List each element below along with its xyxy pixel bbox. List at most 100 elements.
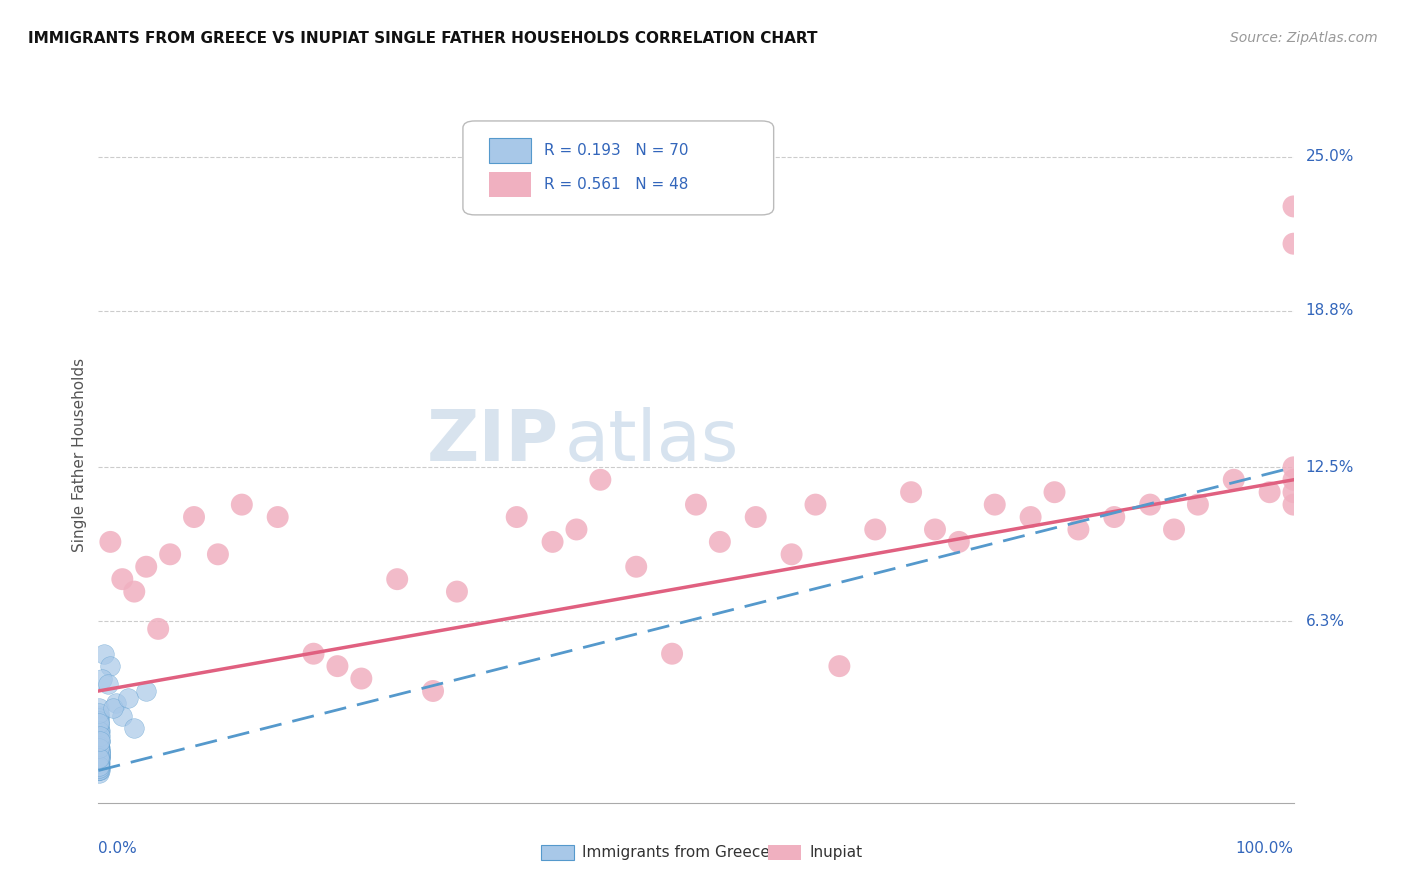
Point xyxy=(89,733,111,747)
Point xyxy=(1282,199,1305,213)
Point xyxy=(302,647,325,661)
Point xyxy=(89,711,111,725)
Point xyxy=(89,741,111,756)
Point xyxy=(89,739,111,753)
Point xyxy=(89,746,111,760)
Point xyxy=(135,559,157,574)
Point xyxy=(89,746,111,760)
Point xyxy=(661,647,683,661)
Point xyxy=(89,716,111,731)
Point xyxy=(98,659,122,673)
Point xyxy=(89,754,111,768)
Point xyxy=(89,733,111,747)
Point xyxy=(89,726,111,740)
Point xyxy=(89,731,111,746)
Point xyxy=(89,701,111,715)
Point xyxy=(589,473,612,487)
Text: 6.3%: 6.3% xyxy=(1305,614,1344,629)
Bar xyxy=(540,845,574,860)
Point xyxy=(1139,498,1161,512)
Bar xyxy=(489,137,531,162)
Point xyxy=(89,744,111,758)
Point xyxy=(89,756,111,770)
Point xyxy=(1282,460,1305,475)
Text: IMMIGRANTS FROM GREECE VS INUPIAT SINGLE FATHER HOUSEHOLDS CORRELATION CHART: IMMIGRANTS FROM GREECE VS INUPIAT SINGLE… xyxy=(28,31,818,46)
Point xyxy=(89,719,111,733)
Point xyxy=(89,754,111,768)
Bar xyxy=(489,172,531,197)
Point xyxy=(124,584,146,599)
Point xyxy=(446,584,468,599)
Text: 100.0%: 100.0% xyxy=(1236,841,1294,856)
Point xyxy=(89,751,111,765)
Point xyxy=(828,659,851,673)
Point xyxy=(1102,510,1125,524)
Point xyxy=(89,761,111,775)
Text: atlas: atlas xyxy=(565,407,740,475)
Point xyxy=(87,708,110,723)
Point xyxy=(863,523,886,537)
Point xyxy=(624,559,647,574)
Text: Immigrants from Greece: Immigrants from Greece xyxy=(582,845,770,860)
Text: Source: ZipAtlas.com: Source: ZipAtlas.com xyxy=(1230,31,1378,45)
Point xyxy=(87,758,110,772)
Point xyxy=(183,510,205,524)
Point xyxy=(148,622,170,636)
Text: 0.0%: 0.0% xyxy=(98,841,138,856)
Y-axis label: Single Father Households: Single Father Households xyxy=(72,358,87,552)
Point xyxy=(89,741,111,756)
Point xyxy=(685,498,707,512)
Point xyxy=(709,535,731,549)
Text: 18.8%: 18.8% xyxy=(1305,303,1354,318)
Point xyxy=(89,714,111,728)
Point xyxy=(89,751,111,765)
Point xyxy=(89,764,111,778)
Text: Inupiat: Inupiat xyxy=(810,845,863,860)
Point xyxy=(89,723,111,738)
Point xyxy=(89,748,111,763)
Point xyxy=(89,764,111,778)
Point xyxy=(89,766,111,780)
Point xyxy=(89,761,111,775)
Point xyxy=(117,691,139,706)
Point xyxy=(948,535,970,549)
Point xyxy=(1282,473,1305,487)
Point xyxy=(900,485,922,500)
Point xyxy=(89,758,111,772)
Point xyxy=(98,535,122,549)
Point xyxy=(1163,523,1185,537)
Point xyxy=(111,708,134,723)
Point xyxy=(87,758,110,772)
Point xyxy=(89,744,111,758)
Point xyxy=(422,684,444,698)
Point xyxy=(1043,485,1066,500)
Point xyxy=(1187,498,1209,512)
Point xyxy=(111,572,134,586)
Point xyxy=(506,510,529,524)
Point xyxy=(89,756,111,770)
Point xyxy=(105,697,128,711)
Point xyxy=(1222,473,1246,487)
Point xyxy=(231,498,253,512)
Point xyxy=(159,547,181,561)
Point xyxy=(89,748,111,763)
Point xyxy=(89,741,111,756)
FancyBboxPatch shape xyxy=(463,121,773,215)
Point xyxy=(350,672,373,686)
Point xyxy=(101,701,124,715)
Point xyxy=(97,676,120,690)
Point xyxy=(91,672,114,686)
Point xyxy=(135,684,157,698)
Point xyxy=(89,751,111,765)
Point xyxy=(924,523,946,537)
Point xyxy=(1019,510,1042,524)
Text: R = 0.561   N = 48: R = 0.561 N = 48 xyxy=(544,178,689,193)
Point xyxy=(89,758,111,772)
Point xyxy=(89,726,111,740)
Point xyxy=(124,721,146,735)
Point xyxy=(89,751,111,765)
Point xyxy=(89,729,111,743)
Point xyxy=(87,748,110,763)
Text: 25.0%: 25.0% xyxy=(1305,149,1354,164)
Point xyxy=(89,756,111,770)
